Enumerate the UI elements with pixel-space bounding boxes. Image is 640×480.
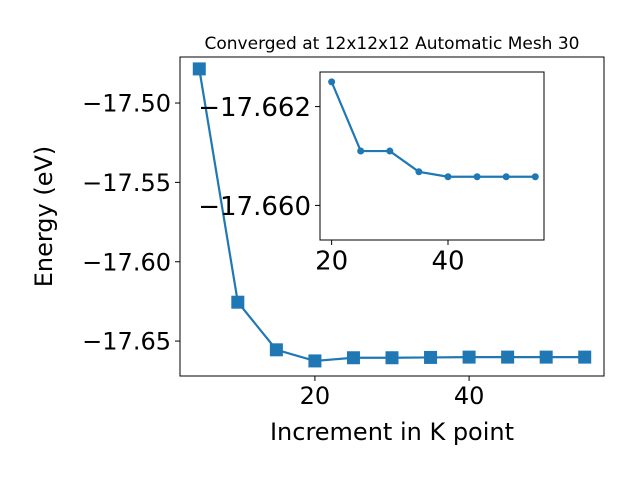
inset-series: [328, 78, 539, 181]
x-axis-label: Increment in K point: [270, 418, 514, 446]
inset-data-point-7: [531, 173, 539, 181]
inset-data-point-3: [415, 168, 423, 176]
main-data-point-4: [346, 351, 360, 365]
y-axis-label: Energy (eV): [30, 146, 58, 288]
main-data-point-1: [231, 295, 245, 309]
inset-data-point-5: [473, 173, 481, 181]
inset-data-point-1: [357, 147, 365, 155]
inset-x-tick-label-0: 20: [315, 247, 348, 277]
main-chart: 20 40 −17.50 −17.55 −17.60 −17.65 Converged at…: [30, 34, 605, 446]
main-data-point-7: [462, 350, 476, 364]
main-x-tick-label-1: 40: [454, 382, 485, 410]
inset-data-point-4: [444, 173, 452, 181]
main-series: [192, 62, 592, 368]
inset-x-tick-label-1: 40: [431, 247, 464, 277]
inset-data-point-6: [502, 173, 510, 181]
main-y-tick-label-0: −17.50: [82, 90, 171, 118]
inset-background: [320, 72, 544, 240]
inset-plot-frame: [319, 71, 545, 241]
main-y-tick-label-3: −17.65: [82, 328, 171, 356]
main-data-point-6: [424, 350, 438, 364]
chart-title: Converged at 12x12x12 Automatic Mesh 30: [205, 34, 580, 54]
main-plot-frame: [179, 56, 605, 377]
inset-data-point-2: [386, 147, 394, 155]
inset-data-point-0: [328, 78, 336, 86]
inset-y-tick-label-0: −17.662: [198, 93, 311, 123]
main-y-tick-label-1: −17.55: [82, 169, 171, 197]
inset-series-line: [330, 81, 536, 178]
inset-chart: 20 40 −17.662 −17.660: [198, 71, 545, 277]
main-data-point-0: [192, 62, 206, 76]
main-data-point-5: [385, 351, 399, 365]
main-data-point-9: [539, 350, 553, 364]
main-y-tick-label-2: −17.60: [82, 248, 171, 276]
main-x-tick-label-0: 20: [300, 382, 331, 410]
main-data-point-10: [578, 350, 592, 364]
inset-y-tick-label-1: −17.660: [198, 192, 311, 222]
main-data-point-2: [269, 343, 283, 357]
main-data-point-3: [308, 354, 322, 368]
main-data-point-8: [501, 350, 515, 364]
